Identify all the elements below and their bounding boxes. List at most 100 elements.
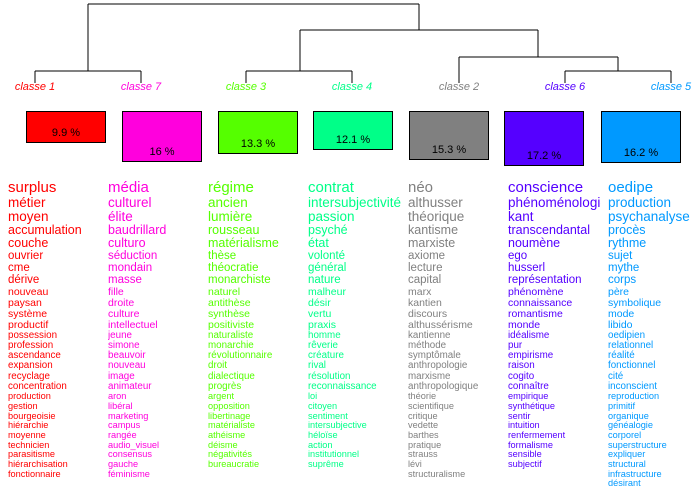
word-item: reconnaissance (308, 381, 377, 392)
word-item: surplus (8, 180, 57, 196)
word-item: parasitisme (8, 449, 55, 460)
word-item: symbolique (608, 296, 662, 309)
word-item: marx (408, 285, 432, 298)
word-item: monarchiste (208, 274, 271, 287)
word-item: marxisme (408, 370, 451, 382)
word-item: nouveau (8, 285, 49, 298)
class-word-list: contrat intersubjectivité passion psyché éta… (308, 180, 401, 500)
word-item: séduction (108, 250, 158, 263)
word-item: expansion (8, 360, 53, 372)
word-item: althusser (408, 194, 463, 210)
word-item: volonté (308, 250, 346, 263)
word-item: lumière (208, 208, 253, 224)
word-item: intellectuel (108, 318, 158, 331)
word-item: romantisme (508, 307, 563, 320)
word-item: libido (608, 318, 633, 331)
word-item: rêverie (308, 339, 338, 351)
word-item: structural (608, 458, 646, 469)
class-label: classe 2 (438, 81, 480, 93)
word-item: gestion (8, 400, 38, 411)
word-item: matérialiste (208, 420, 255, 431)
word-item: vedette (408, 420, 439, 431)
word-item: oedipien (608, 329, 646, 341)
word-item: dérive (8, 274, 40, 287)
word-item: reproduction (608, 391, 660, 402)
word-item: critique (408, 410, 438, 421)
word-item: marxiste (408, 236, 456, 251)
word-item: technicien (8, 439, 50, 450)
word-item: bourgeoisie (8, 410, 56, 421)
word-item: fonctionnel (608, 360, 656, 372)
word-item: relationnel (608, 339, 654, 351)
word-item: accumulation (8, 223, 82, 238)
word-item: pur (508, 339, 523, 351)
word-item: moyenne (8, 429, 46, 440)
word-item: père (608, 285, 630, 298)
word-item: kant (508, 208, 534, 224)
word-item: phénoménologie (508, 194, 601, 210)
word-item: lévi (408, 458, 422, 469)
word-item: synthèse (208, 307, 251, 320)
class-label: classe 6 (544, 81, 586, 93)
word-item: ego (508, 250, 528, 263)
word-item: empirique (508, 391, 549, 402)
word-item: husserl (508, 262, 546, 275)
word-item: citoyen (308, 400, 338, 411)
word-item: aron (108, 391, 127, 402)
word-item: corporel (608, 429, 642, 440)
word-item: hiérarchie (8, 420, 49, 431)
word-item: créature (308, 350, 344, 362)
word-item: production (608, 194, 672, 210)
class-percent: 17.2 % (526, 150, 562, 163)
word-item: antithèse (208, 296, 251, 309)
word-item: cité (608, 370, 624, 382)
word-item: théorique (408, 208, 465, 224)
word-item: formalisme (508, 439, 553, 450)
word-item: productif (8, 318, 49, 331)
word-item: idéalisme (508, 329, 550, 341)
word-item: désirant (608, 478, 641, 489)
word-item: résolution (308, 370, 351, 382)
word-item: fonctionnaire (8, 468, 61, 479)
word-item: homme (308, 329, 341, 341)
word-item: procès (608, 223, 646, 238)
word-item: consensus (108, 449, 152, 460)
word-item: rousseau (208, 223, 260, 238)
word-item: symptômale (408, 350, 461, 362)
class-word-list: conscience phénoménologie kant transcendant… (508, 180, 601, 500)
word-item: nature (308, 274, 341, 287)
class-size-box: 12.1 % (313, 111, 393, 150)
word-item: hiérarchisation (8, 458, 68, 469)
word-item: ascendance (8, 350, 61, 362)
word-item: métier (8, 194, 46, 210)
word-item: axiome (408, 250, 446, 263)
dendrogram-tree (34, 3, 672, 83)
word-item: progrès (208, 381, 242, 392)
word-item: régime (208, 180, 254, 196)
word-item: baudrillard (108, 223, 167, 238)
word-item: loi (308, 391, 318, 402)
word-item: jeune (108, 329, 132, 341)
word-item: média (108, 180, 149, 196)
word-item: gauche (108, 458, 139, 469)
word-item: positiviste (208, 318, 255, 331)
class-percent: 16.2 % (623, 146, 659, 159)
word-item: connaissance (508, 296, 573, 309)
word-item: barthes (408, 429, 439, 440)
word-item: phénomène (508, 285, 564, 298)
word-item: anthropologique (408, 381, 479, 392)
word-item: général (308, 262, 347, 275)
word-item: passion (308, 208, 355, 224)
word-item: psychanalyse (608, 208, 690, 224)
word-item: image (108, 370, 135, 382)
word-item: primitif (608, 400, 636, 411)
word-item: méthode (408, 339, 447, 351)
class-word-list: média culturel élite baudrillard culturo sédu… (108, 180, 201, 500)
word-item: athéisme (208, 429, 246, 440)
word-item: réalité (608, 350, 635, 362)
word-item: couche (8, 236, 49, 251)
word-item: naturaliste (208, 329, 254, 341)
word-item: bureaucratie (208, 458, 260, 469)
word-item: thèse (208, 250, 237, 263)
word-item: concentration (8, 381, 67, 392)
